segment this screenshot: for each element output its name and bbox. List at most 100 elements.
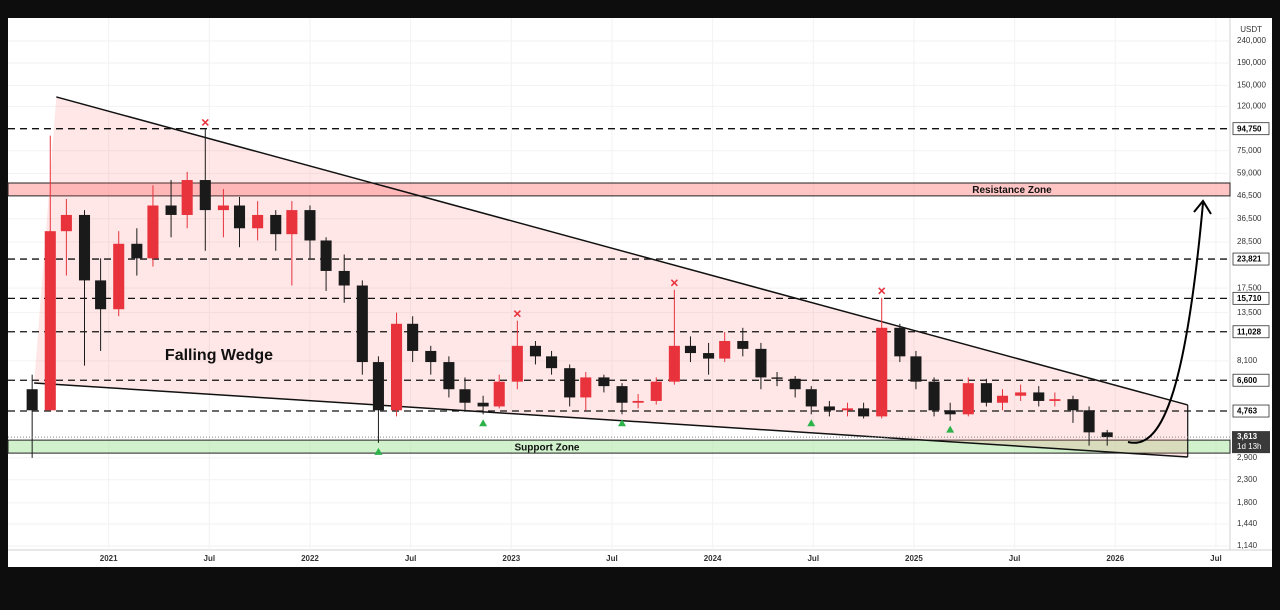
candle-body (44, 231, 56, 411)
candle-body (529, 345, 541, 357)
zone (7, 439, 1231, 454)
triangle-marker (618, 419, 627, 427)
x-tick-label: Jul (807, 554, 819, 563)
candle-body (60, 214, 72, 232)
cross-marker (201, 118, 209, 126)
candle-body (580, 377, 592, 398)
zone-label: Support Zone (515, 442, 580, 453)
candle-body (372, 362, 384, 411)
candle-body (459, 389, 471, 403)
y-tick-label: 17,500 (1237, 283, 1262, 292)
candle-body (391, 323, 403, 411)
breakout-arrow (1127, 202, 1204, 444)
candle-body (165, 205, 177, 215)
x-tick-label: 2022 (301, 554, 319, 563)
candle-body (233, 205, 246, 229)
candle-body (78, 214, 91, 281)
candle-body (270, 214, 282, 235)
candle-body (407, 323, 419, 351)
candle-body (26, 389, 38, 411)
y-tick-label: 59,000 (1237, 169, 1262, 178)
candle-body (338, 270, 350, 286)
price-label: 3,613 (1237, 432, 1258, 441)
y-tick-label: 190,000 (1237, 58, 1266, 67)
candle-body (493, 381, 505, 407)
x-tick-label: 2026 (1106, 554, 1124, 563)
candle-body (755, 348, 767, 378)
wedge-upper (56, 96, 1188, 406)
y-tick-label: 2,900 (1237, 453, 1258, 462)
candle-body (910, 356, 922, 382)
level-tag (1232, 325, 1270, 339)
wedge-fill (34, 96, 1188, 457)
y-tick-label: 150,000 (1237, 80, 1266, 89)
candle-body (217, 205, 229, 211)
price-countdown: 1d 13h (1237, 442, 1261, 451)
y-tick-label: 1,800 (1237, 498, 1258, 507)
candle-body (181, 180, 193, 215)
candle-body (304, 210, 316, 241)
y-tick-label: 36,500 (1237, 214, 1262, 223)
candle-body (1033, 392, 1045, 401)
level-label: 15,710 (1237, 294, 1262, 303)
candle-body (147, 205, 159, 259)
candle-body (684, 345, 697, 354)
candle-body (996, 395, 1009, 403)
candle-body (876, 327, 888, 417)
candle-body (131, 243, 143, 259)
level-label: 23,821 (1237, 255, 1262, 264)
triangle-marker (946, 425, 955, 433)
candle-body (771, 377, 783, 379)
candle-body (598, 377, 610, 387)
candle-body (356, 285, 368, 363)
candle-body (1049, 399, 1061, 401)
candle-body (286, 210, 298, 235)
x-tick-label: 2023 (502, 554, 520, 563)
level-label: 6,600 (1237, 376, 1258, 385)
level-tag (1232, 122, 1270, 136)
axis-unit: USDT (1240, 25, 1262, 34)
candle-body (477, 402, 489, 407)
zone-label: Resistance Zone (972, 185, 1052, 196)
x-tick-label: 2025 (905, 554, 923, 563)
triangle-marker (479, 419, 488, 427)
zone (7, 182, 1231, 197)
plot-layer: Resistance Zone Support Zone Falling Wedge (7, 18, 1231, 550)
x-tick-label: Jul (405, 554, 417, 563)
y-tick-label: 8,100 (1237, 356, 1258, 365)
candle-body (980, 383, 992, 403)
candle-body (650, 381, 662, 401)
x-tick-label: 2024 (704, 554, 722, 563)
candle-body (443, 362, 455, 390)
y-tick-label: 240,000 (1237, 36, 1266, 45)
level-tag (1232, 373, 1270, 387)
candle-body (113, 243, 125, 310)
x-tick-label: 2021 (100, 554, 118, 563)
candle-body (962, 383, 974, 415)
candle-body (894, 327, 906, 357)
chart-panel (8, 18, 1272, 567)
y-tick-label: 2,300 (1237, 475, 1258, 484)
candle-body (719, 340, 731, 359)
candle-body (805, 389, 817, 407)
x-tick-label: Jul (204, 554, 216, 563)
candle-body (703, 353, 715, 359)
candle-body (616, 386, 628, 403)
price-tag (1232, 431, 1270, 454)
candle-body (1083, 410, 1095, 433)
y-tick-label: 46,500 (1237, 191, 1262, 200)
candle-body (511, 345, 523, 382)
arrow-head (1193, 199, 1212, 215)
candle-body (944, 410, 956, 415)
y-tick-label: 28,500 (1237, 237, 1262, 246)
y-tick-label: 1,140 (1237, 541, 1258, 550)
x-tick-label: Jul (606, 554, 618, 563)
candle-body (858, 408, 870, 417)
candle-body (737, 340, 749, 349)
candle-body (252, 214, 264, 229)
triangle-marker (807, 419, 816, 427)
candle-body (564, 368, 576, 398)
candle-body (199, 180, 211, 211)
